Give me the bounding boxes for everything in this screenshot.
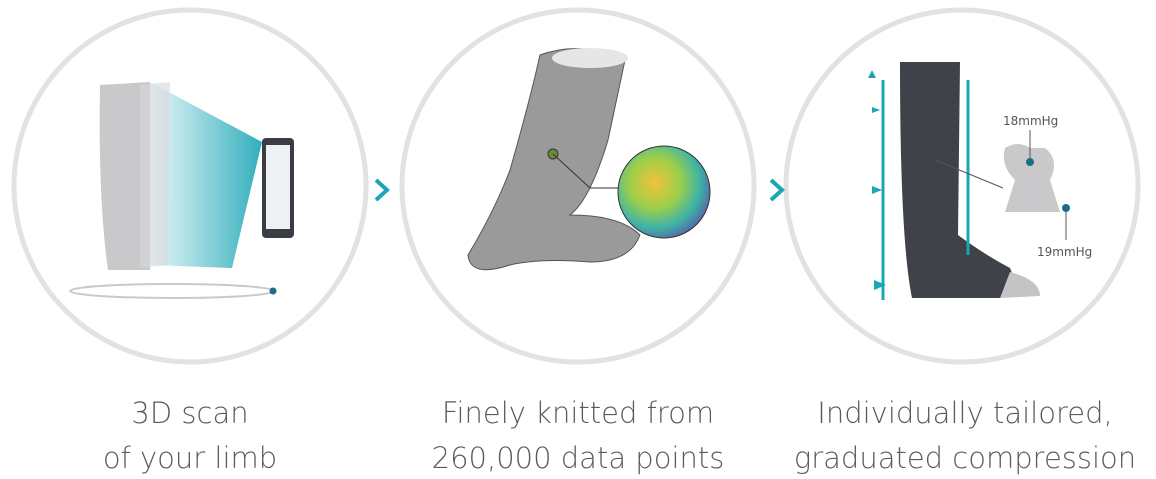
caption: of your limb [103, 441, 277, 475]
caption: Individually tailored, [817, 396, 1112, 430]
caption: 3D scan [131, 396, 248, 430]
stocking-illustration [868, 62, 1070, 300]
pressure-label: 18mmHg [1003, 114, 1058, 128]
pressure-label: 19mmHg [1037, 245, 1092, 259]
caption: 260,000 data points [432, 441, 725, 475]
mesh-illustration [468, 48, 710, 270]
scan-illustration [70, 82, 294, 298]
caption: Finely knitted from [442, 396, 714, 430]
caption: graduated compression [794, 441, 1136, 475]
infographic: 18mmHg 19mmHg 3D scan of your limb Finel… [0, 0, 1156, 479]
